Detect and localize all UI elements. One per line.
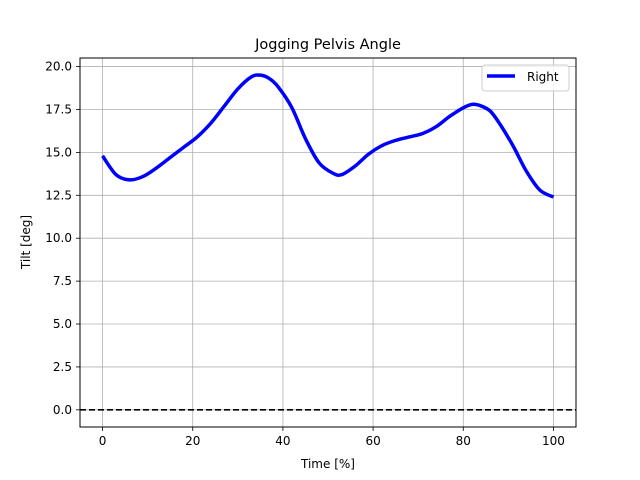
x-axis-ticks: 0 20 40 60 80 100	[99, 427, 565, 448]
x-tick-label: 60	[365, 434, 380, 448]
plot-frame	[79, 57, 577, 428]
y-tick-label: 10.0	[45, 231, 72, 245]
y-tick-label: 2.5	[53, 360, 72, 374]
y-tick-label: 0.0	[53, 403, 72, 417]
y-axis-ticks: 0.0 2.5 5.0 7.5 10.0 12.5 15.0 17.5 20.0	[45, 60, 80, 417]
legend-box	[481, 64, 570, 92]
y-tick-label: 20.0	[45, 60, 72, 74]
y-tick-label: 5.0	[53, 317, 72, 331]
x-tick-label: 0	[99, 434, 107, 448]
y-tick-label: 17.5	[45, 102, 72, 116]
grid	[80, 58, 576, 427]
series-line-right	[101, 73, 555, 199]
y-tick-label: 12.5	[45, 188, 72, 202]
x-tick-label: 20	[185, 434, 200, 448]
x-tick-label: 100	[542, 434, 565, 448]
y-axis-label: Tilt [deg]	[19, 215, 33, 270]
series-group	[101, 73, 555, 199]
y-tick-label: 15.0	[45, 145, 72, 159]
legend: Right	[481, 64, 570, 92]
x-tick-label: 40	[275, 434, 290, 448]
y-tick-label: 7.5	[53, 274, 72, 288]
x-axis-label: Time [%]	[300, 457, 355, 471]
chart-title: Jogging Pelvis Angle	[254, 37, 401, 53]
x-tick-label: 80	[456, 434, 471, 448]
legend-label: Right	[527, 70, 559, 84]
